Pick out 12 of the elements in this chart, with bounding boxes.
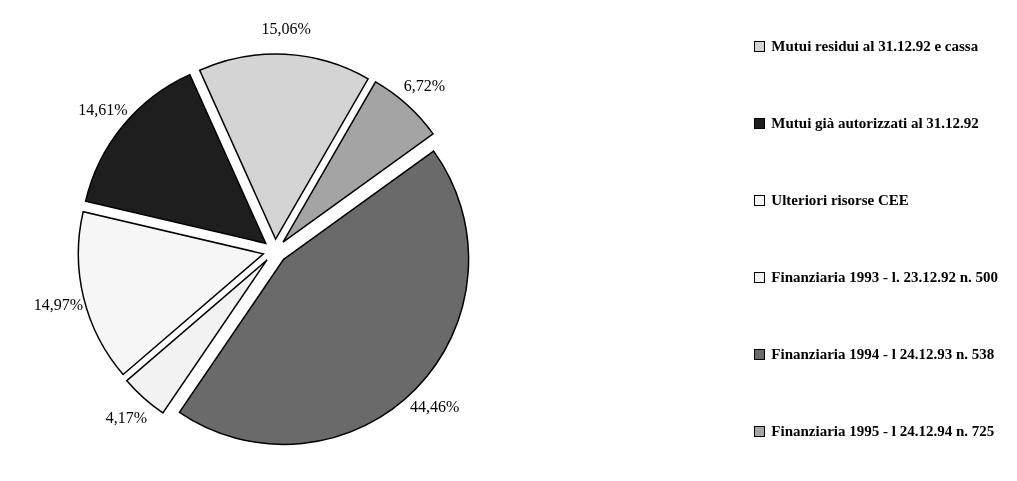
data-label: 14,61% [78,100,128,118]
legend-label: Mutui già autorizzati al 31.12.92 [771,115,979,132]
data-label: 6,72% [403,77,446,95]
data-label: 14,97% [33,295,84,313]
data-label: 44,46% [410,398,460,416]
legend-label: Finanziaria 1993 - l. 23.12.92 n. 500 [771,269,998,286]
legend-label: Ulteriori risorse CEE [771,192,909,209]
legend-label: Finanziaria 1995 - l 24.12.94 n. 725 [771,423,995,440]
legend-label: Mutui residui al 31.12.92 e cassa [771,38,979,55]
legend-label: Finanziaria 1994 - l 24.12.93 n. 538 [771,346,995,363]
data-label: 4,17% [105,408,148,426]
data-label: 15,06% [261,19,311,37]
